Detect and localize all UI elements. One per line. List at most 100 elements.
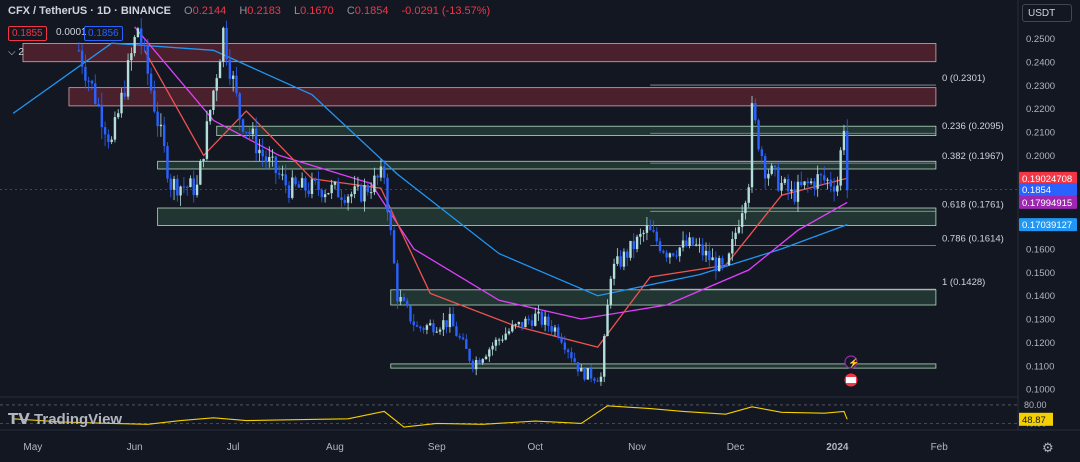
lightning-glyph: ⚡ xyxy=(848,357,859,369)
y-tick-label: 0.1300 xyxy=(1026,315,1055,326)
candle-body xyxy=(300,178,304,188)
candle-body xyxy=(245,131,248,133)
candle-body xyxy=(517,321,521,325)
price-label-bg xyxy=(1019,171,1077,185)
candle-body xyxy=(199,161,202,185)
candle-body xyxy=(560,336,563,343)
symbol-header: CFX / TetherUS · 1D · BINANCE O0.2144 H 0… xyxy=(8,5,490,17)
candle-body xyxy=(754,103,757,121)
settings-gear-icon[interactable]: ⚙ xyxy=(1042,440,1054,455)
candle-body xyxy=(369,192,373,194)
candle-body xyxy=(534,313,537,326)
currency-selector[interactable]: USDT xyxy=(1022,4,1072,22)
candle-body xyxy=(803,181,806,186)
lightning-icon[interactable] xyxy=(844,355,858,369)
candle-body xyxy=(258,149,261,154)
candle-body xyxy=(796,181,800,202)
x-tick-label: Feb xyxy=(931,442,949,453)
candle-body xyxy=(396,263,399,302)
price-label-text: 0.19024708 xyxy=(1022,174,1072,185)
candle-body xyxy=(701,244,704,256)
candle-body xyxy=(474,359,478,370)
candle-body xyxy=(100,104,103,128)
candle-body xyxy=(593,378,596,381)
candle-body xyxy=(639,233,642,237)
candle-body xyxy=(415,325,419,327)
candle-body xyxy=(274,156,278,174)
sell-price-button[interactable]: 0.1855 xyxy=(8,26,47,41)
candle-body xyxy=(317,180,320,190)
candle-body xyxy=(685,240,688,246)
candle-body xyxy=(373,175,376,193)
ema-slow-line xyxy=(12,42,848,297)
candle-body xyxy=(277,173,281,175)
x-tick-label: Aug xyxy=(326,442,344,453)
candle-body xyxy=(681,240,685,248)
candle-body xyxy=(327,193,330,195)
candle-body xyxy=(547,316,550,326)
candle-body xyxy=(379,166,383,178)
candle-body xyxy=(140,28,143,46)
price-label-text: 0.17994915 xyxy=(1022,198,1072,209)
candle-body xyxy=(691,237,695,245)
candle-body xyxy=(350,194,353,197)
candle-body xyxy=(790,189,793,192)
price-label-bg xyxy=(1019,195,1077,209)
candle-body xyxy=(268,157,271,162)
open-value: 0.2144 xyxy=(192,5,227,17)
candle-body xyxy=(767,173,770,179)
price-label-text: 0.1854 xyxy=(1022,185,1051,196)
candle-body xyxy=(360,185,363,202)
candle-body xyxy=(143,45,146,47)
indicators-collapse-button[interactable]: ⌵ 2 xyxy=(8,47,24,58)
tradingview-logo[interactable]: 𝗧𝗩 TradingView xyxy=(8,410,122,428)
candle-body xyxy=(688,237,691,246)
candle-body xyxy=(629,240,632,258)
candle-body xyxy=(406,300,409,306)
candle-body xyxy=(156,111,159,127)
candle-body xyxy=(222,27,225,62)
close-value: 0.1854 xyxy=(354,5,389,17)
support-zone xyxy=(157,207,937,226)
candle-body xyxy=(146,45,149,74)
high-label: H xyxy=(239,5,248,17)
candle-body xyxy=(409,305,412,322)
symbol-title[interactable]: CFX / TetherUS · 1D · BINANCE xyxy=(8,5,171,17)
candle-body xyxy=(208,110,212,122)
candle-body xyxy=(550,325,553,332)
candle-body xyxy=(734,232,737,240)
candle-body xyxy=(383,166,386,178)
y-tick-label: 0.2400 xyxy=(1026,57,1055,68)
candle-body xyxy=(110,139,113,142)
candle-body xyxy=(231,75,235,79)
y-tick-label: 0.2200 xyxy=(1026,104,1055,115)
candle-body xyxy=(238,93,241,120)
candle-body xyxy=(481,359,484,363)
candle-body xyxy=(622,251,626,267)
candle-body xyxy=(793,189,796,202)
candle-body xyxy=(786,179,790,192)
candle-body xyxy=(228,59,232,79)
candle-body xyxy=(780,182,783,191)
candle-body xyxy=(573,358,576,363)
candle-body xyxy=(599,376,603,382)
buy-price-button[interactable]: 0.1856 xyxy=(84,26,123,41)
resistance-zone xyxy=(22,43,937,63)
candle-body xyxy=(455,326,458,337)
candle-body xyxy=(583,368,586,380)
fib-level-label: 0.618 (0.1761) xyxy=(942,199,1004,210)
candle-body xyxy=(435,331,438,333)
candle-body xyxy=(655,231,658,242)
candle-body xyxy=(153,90,156,112)
candle-body xyxy=(645,225,649,233)
y-tick-label: 0.1200 xyxy=(1026,338,1055,349)
candle-body xyxy=(750,103,754,188)
rsi-label-80: 80.00 xyxy=(1024,400,1047,410)
candle-body xyxy=(563,342,567,350)
candle-body xyxy=(356,185,360,187)
x-tick-label: Jun xyxy=(127,442,143,453)
candle-body xyxy=(159,124,163,127)
open-label: O xyxy=(184,5,193,17)
